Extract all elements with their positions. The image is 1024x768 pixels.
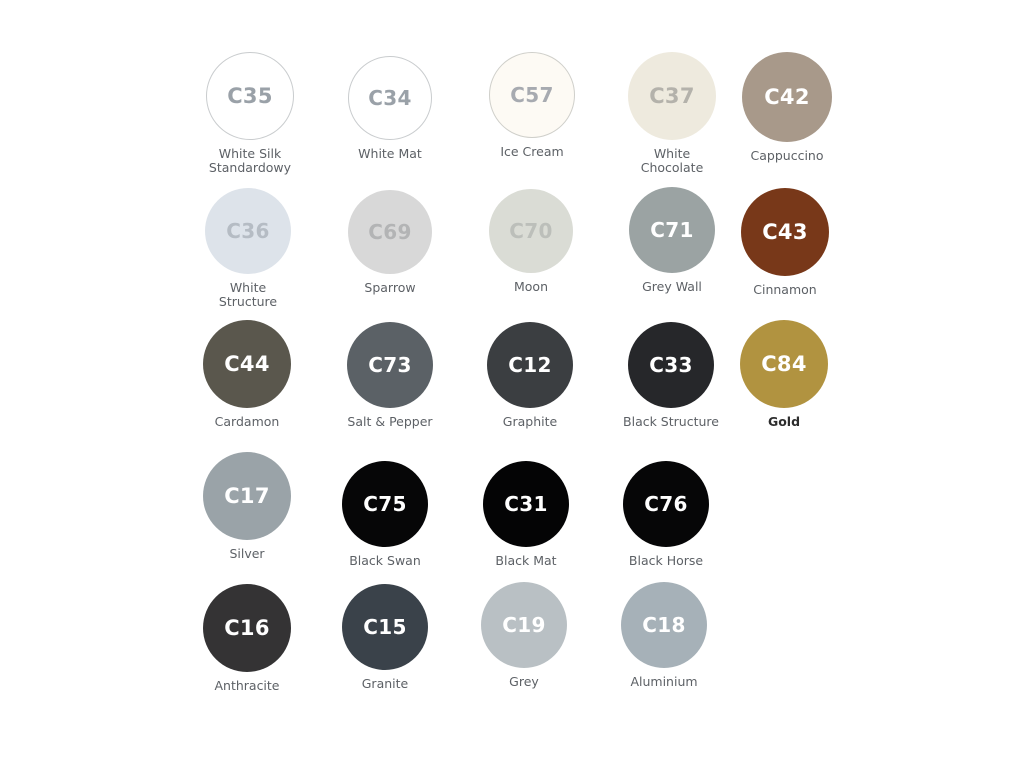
swatch-disc[interactable]: C42 (742, 52, 832, 142)
swatch-disc[interactable]: C76 (623, 461, 709, 547)
color-swatch[interactable]: C37 White Chocolate (597, 52, 747, 174)
swatch-disc[interactable]: C75 (342, 461, 428, 547)
swatch-disc[interactable]: C12 (487, 322, 573, 408)
swatch-name: Cardamon (214, 414, 280, 429)
color-swatch[interactable]: C12 Graphite (455, 322, 605, 429)
color-swatch[interactable]: C18 Aluminium (589, 582, 739, 689)
swatch-code: C70 (509, 219, 553, 243)
swatch-code: C16 (224, 615, 270, 640)
color-swatch[interactable]: C76 Black Horse (591, 461, 741, 568)
color-swatch[interactable]: C73 Salt & Pepper (315, 322, 465, 429)
swatch-name: Aluminium (630, 674, 698, 689)
swatch-disc[interactable]: C73 (347, 322, 433, 408)
swatch-disc[interactable]: C35 (206, 52, 294, 140)
swatch-code: C34 (368, 86, 412, 110)
swatch-name: Moon (513, 279, 548, 294)
swatch-code: C84 (761, 351, 807, 376)
swatch-code: C19 (502, 613, 546, 637)
swatch-code: C73 (368, 353, 412, 377)
swatch-disc[interactable]: C71 (629, 187, 715, 273)
swatch-name: Sparrow (364, 280, 416, 295)
swatch-code: C71 (650, 218, 694, 242)
color-swatch[interactable]: C44 Cardamon (172, 320, 322, 429)
swatch-name: Cappuccino (750, 148, 824, 163)
swatch-code: C18 (642, 613, 686, 637)
swatch-name: White Mat (358, 146, 422, 161)
swatch-code: C43 (762, 219, 808, 244)
swatch-code: C15 (363, 615, 407, 639)
swatch-disc[interactable]: C16 (203, 584, 291, 672)
color-swatch[interactable]: C19 Grey (449, 582, 599, 689)
swatch-disc[interactable]: C37 (628, 52, 716, 140)
swatch-code: C69 (368, 220, 412, 244)
color-swatch[interactable]: C33 Black Structure (596, 322, 746, 429)
color-swatch[interactable]: C16 Anthracite (172, 584, 322, 693)
swatch-name: Black Mat (495, 553, 557, 568)
color-swatch[interactable]: C15 Granite (310, 584, 460, 691)
swatch-name: Grey Wall (642, 279, 702, 294)
swatch-name: Salt & Pepper (347, 414, 433, 429)
swatch-code: C35 (227, 83, 273, 108)
swatch-code: C33 (649, 353, 693, 377)
swatch-name: Graphite (502, 414, 558, 429)
swatch-disc[interactable]: C18 (621, 582, 707, 668)
swatch-code: C12 (508, 353, 552, 377)
swatch-code: C75 (363, 492, 407, 516)
color-swatch[interactable]: C43 Cinnamon (710, 188, 860, 297)
swatch-code: C42 (764, 84, 810, 109)
swatch-disc[interactable]: C84 (740, 320, 828, 408)
swatch-disc[interactable]: C19 (481, 582, 567, 668)
swatch-name: Black Horse (628, 553, 704, 568)
color-swatch[interactable]: C35 White Silk Standardowy (175, 52, 325, 174)
swatch-disc[interactable]: C44 (203, 320, 291, 408)
color-swatch[interactable]: C70 Moon (456, 189, 606, 294)
swatch-disc[interactable]: C34 (348, 56, 432, 140)
color-swatch[interactable]: C84 Gold (709, 320, 859, 429)
swatch-disc[interactable]: C15 (342, 584, 428, 670)
swatch-name: Granite (361, 676, 409, 691)
swatch-disc[interactable]: C57 (489, 52, 575, 138)
color-swatch[interactable]: C42 Cappuccino (712, 52, 862, 163)
color-swatch[interactable]: C17 Silver (172, 452, 322, 561)
swatch-name: Gold (767, 414, 801, 429)
swatch-disc[interactable]: C43 (741, 188, 829, 276)
swatch-disc[interactable]: C31 (483, 461, 569, 547)
swatch-disc[interactable]: C17 (203, 452, 291, 540)
swatch-name: Black Structure (623, 414, 719, 429)
color-swatch[interactable]: C69 Sparrow (315, 190, 465, 295)
swatch-name: Ice Cream (500, 144, 564, 159)
color-swatch[interactable]: C57 Ice Cream (457, 52, 607, 159)
swatch-name: Cinnamon (753, 282, 817, 297)
swatch-code: C37 (649, 83, 695, 108)
swatch-code: C57 (510, 83, 554, 107)
swatch-code: C76 (644, 492, 688, 516)
swatch-disc[interactable]: C70 (489, 189, 573, 273)
swatch-disc[interactable]: C69 (348, 190, 432, 274)
swatch-name: Grey (509, 674, 539, 689)
swatch-disc[interactable]: C36 (205, 188, 291, 274)
color-swatch[interactable]: C31 Black Mat (451, 461, 601, 568)
color-swatch[interactable]: C71 Grey Wall (597, 187, 747, 294)
swatch-code: C17 (224, 483, 270, 508)
swatch-code: C44 (224, 351, 270, 376)
swatch-name: Black Swan (349, 553, 421, 568)
swatch-code: C36 (226, 219, 270, 243)
swatch-code: C31 (504, 492, 548, 516)
color-swatch[interactable]: C36 White Structure (173, 188, 323, 308)
swatch-name: White Structure (218, 280, 278, 309)
swatch-name: White Chocolate (640, 146, 704, 175)
swatch-name: White Silk Standardowy (208, 146, 292, 175)
swatch-name: Anthracite (214, 678, 280, 693)
color-swatch[interactable]: C34 White Mat (315, 56, 465, 161)
swatch-disc[interactable]: C33 (628, 322, 714, 408)
swatch-name: Silver (229, 546, 265, 561)
color-swatch[interactable]: C75 Black Swan (310, 461, 460, 568)
